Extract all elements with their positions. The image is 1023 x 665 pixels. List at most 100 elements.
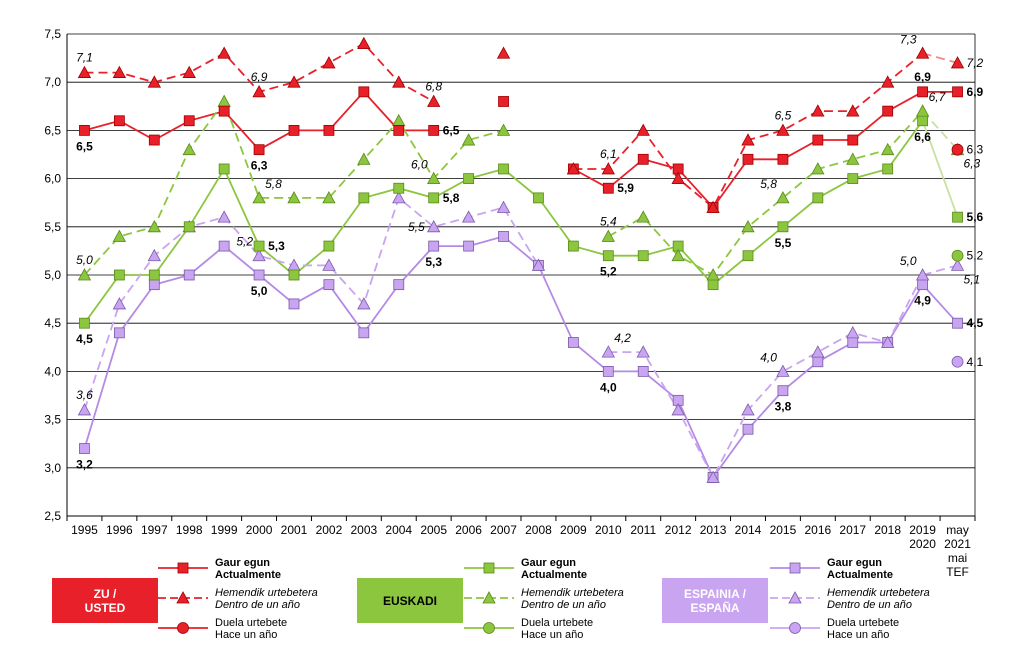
zu-current-point [253,144,265,156]
espainia-current-point [393,279,405,291]
euskadi-current-point [498,163,509,175]
zu-current-point [602,182,614,194]
x-tick-label: 2014 [735,523,762,537]
x-tick-label: 2002 [316,523,343,537]
euskadi-expected-point [881,142,895,156]
euskadi-expected-point [217,94,231,107]
espainia-current-final-segment [921,284,959,324]
euskadi-expected-final-segment [921,110,959,151]
data-label: 6,1 [600,147,617,161]
zu-current-point [428,125,440,136]
legend-box-euskadi [357,578,463,623]
zu-expected-point [392,75,406,88]
legend-box-label: ZU / [94,587,117,601]
legend-box-zu [52,578,158,623]
espainia-current-point [218,240,230,252]
data-label: 6,9 [251,70,268,84]
euskadi-expected-point [496,123,511,136]
x-tick-label: 1998 [176,523,203,537]
espainia-current-point [79,443,90,454]
zu-current-point [183,115,195,127]
data-label: 6,0 [411,158,428,172]
data-label: 6,7 [929,90,947,104]
legend-marker-current [789,562,801,574]
legend-label: Duela urtebete [827,617,899,629]
legend-label: Gaur egun [521,557,576,569]
euskadi-expected-point [741,219,755,233]
legend-label: Gaur egun [827,557,882,569]
espainia-expected-point [741,403,755,416]
legend-box-label: ESPAÑA [690,600,739,615]
euskadi-current-point [288,269,300,281]
data-label: 6,9 [967,85,984,99]
y-tick-label: 6,5 [44,123,61,137]
legend-label: Dentro de un año [215,599,300,611]
data-label: 3,2 [76,458,93,472]
euskadi-expected-point [846,152,860,165]
euskadi-expected-point [461,133,476,146]
legend-label: Duela urtebete [521,617,593,629]
euskadi-current-point [79,317,90,329]
legend-label: Actualmente [827,569,893,581]
data-label: 7,1 [76,51,93,65]
series-lines [83,42,959,480]
espainia-current-point [952,317,963,329]
euskadi-current-point [637,250,649,262]
legend-label: Hemendik urtebetera [521,587,624,599]
espainia-expected-line [83,196,540,411]
euskadi-current-final-segment [921,120,959,218]
x-tick-label: 2019 [909,523,936,537]
zu-expected-point [671,171,685,185]
legend-box-label: EUSKADI [383,594,437,608]
espainia-current-point [148,279,160,291]
data-label: 6,5 [443,123,460,137]
x-tick-label: 1997 [141,523,168,537]
x-tick-label: 2009 [560,523,587,537]
espainia-expected-final-segment [922,264,958,276]
legend-marker-expected [482,591,496,604]
espainia-expected-line [608,274,924,480]
data-label: 4,2 [614,331,631,345]
y-tick-label: 3,0 [44,461,61,475]
x-tick-label: 2017 [839,523,866,537]
legend-box-label: ESPAINIA / [684,587,747,601]
x-tick-label: 2018 [874,523,901,537]
zu-current-point [288,125,300,136]
zu-current-point [323,125,335,136]
data-label: 5,5 [408,220,425,234]
zu-expected-final-segment [922,52,958,64]
x-tick-label: 1999 [211,523,238,537]
euskadi-current-point [602,250,614,262]
zu-expected-point [566,162,581,175]
euskadi-current-point [463,173,475,185]
legend-marker-expected [176,591,190,604]
euskadi-current-point [742,250,754,262]
zu-expected-point [601,162,615,175]
euskadi-current-point [952,211,963,223]
x-tick-sublabel: 2020 [909,537,936,551]
euskadi-expected-point [706,268,720,281]
legend-label: Dentro de un año [521,599,606,611]
zu-current-point [498,96,509,107]
euskadi-current-point [882,163,894,175]
data-label: 5,9 [617,181,634,195]
y-tick-label: 6,0 [44,172,61,186]
espainia-expected-point [881,335,895,348]
zu-expected-point [846,104,860,117]
espainia-expected-point [461,210,476,223]
zu-current-point [847,134,859,146]
data-label: 5,0 [251,284,268,298]
espainia-expected-point [601,345,615,358]
data-label: 6,3 [251,159,268,173]
euskadi-expected-point [671,248,685,262]
data-label: 5,4 [600,214,617,228]
zu-expected-point [915,46,930,59]
euskadi-expected-point [112,229,127,242]
data-label: 6,3 [967,143,984,157]
espainia-expected-point [77,403,92,416]
zu-expected-point [182,65,196,78]
euskadi-current-point [323,240,335,252]
y-tick-label: 7,5 [44,27,61,41]
